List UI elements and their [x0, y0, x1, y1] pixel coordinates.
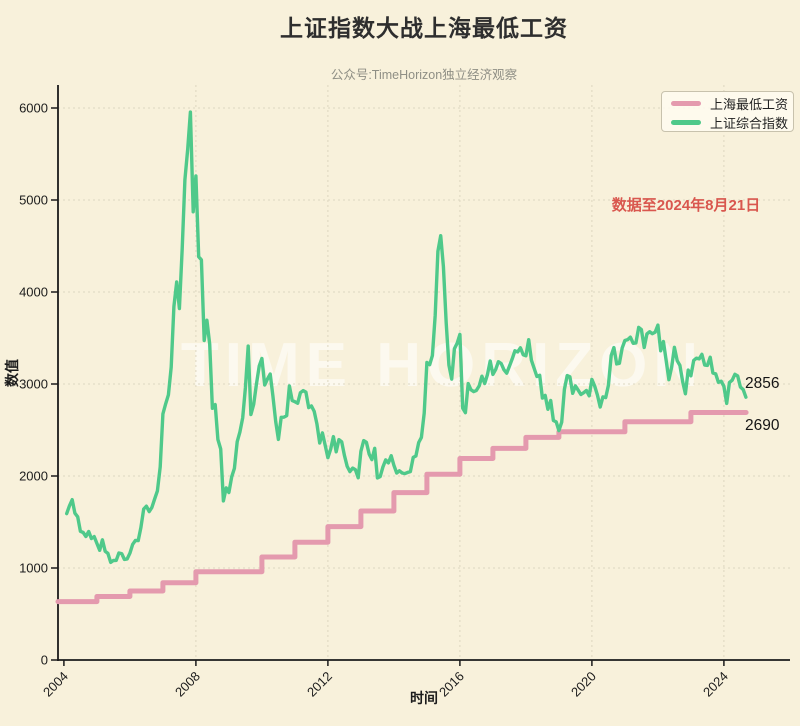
svg-text:5000: 5000: [19, 193, 48, 208]
legend-label-wage: 上海最低工资: [710, 97, 789, 112]
data-cutoff-note: 数据至2024年8月21日: [611, 197, 761, 214]
wage-end-value-label: 2690: [745, 417, 780, 434]
svg-text:6000: 6000: [19, 101, 48, 116]
svg-text:2008: 2008: [172, 669, 203, 700]
svg-text:数值: 数值: [4, 359, 20, 387]
legend: 上海最低工资 上证综合指数: [661, 91, 794, 132]
legend-item-wage: 上海最低工资: [671, 94, 788, 113]
legend-label-index: 上证综合指数: [710, 116, 789, 131]
svg-text:4000: 4000: [19, 285, 48, 300]
svg-text:1000: 1000: [19, 561, 48, 576]
svg-text:2000: 2000: [19, 469, 48, 484]
svg-text:2012: 2012: [304, 669, 335, 700]
svg-text:3000: 3000: [19, 377, 48, 392]
index-end-value-label: 2856: [745, 375, 780, 392]
chart-title: 上证指数大战上海最低工资: [280, 15, 568, 41]
svg-text:2016: 2016: [436, 669, 467, 700]
legend-item-index: 上证综合指数: [671, 113, 788, 132]
index-line-swatch: [671, 120, 701, 125]
svg-text:2020: 2020: [568, 669, 599, 700]
wage-line-swatch: [671, 101, 701, 106]
svg-text:2024: 2024: [700, 669, 731, 700]
svg-text:2004: 2004: [40, 669, 71, 700]
chart-subtitle: 公众号:TimeHorizon独立经济观察: [330, 68, 518, 82]
svg-text:时间: 时间: [410, 690, 438, 706]
svg-text:0: 0: [41, 653, 48, 668]
